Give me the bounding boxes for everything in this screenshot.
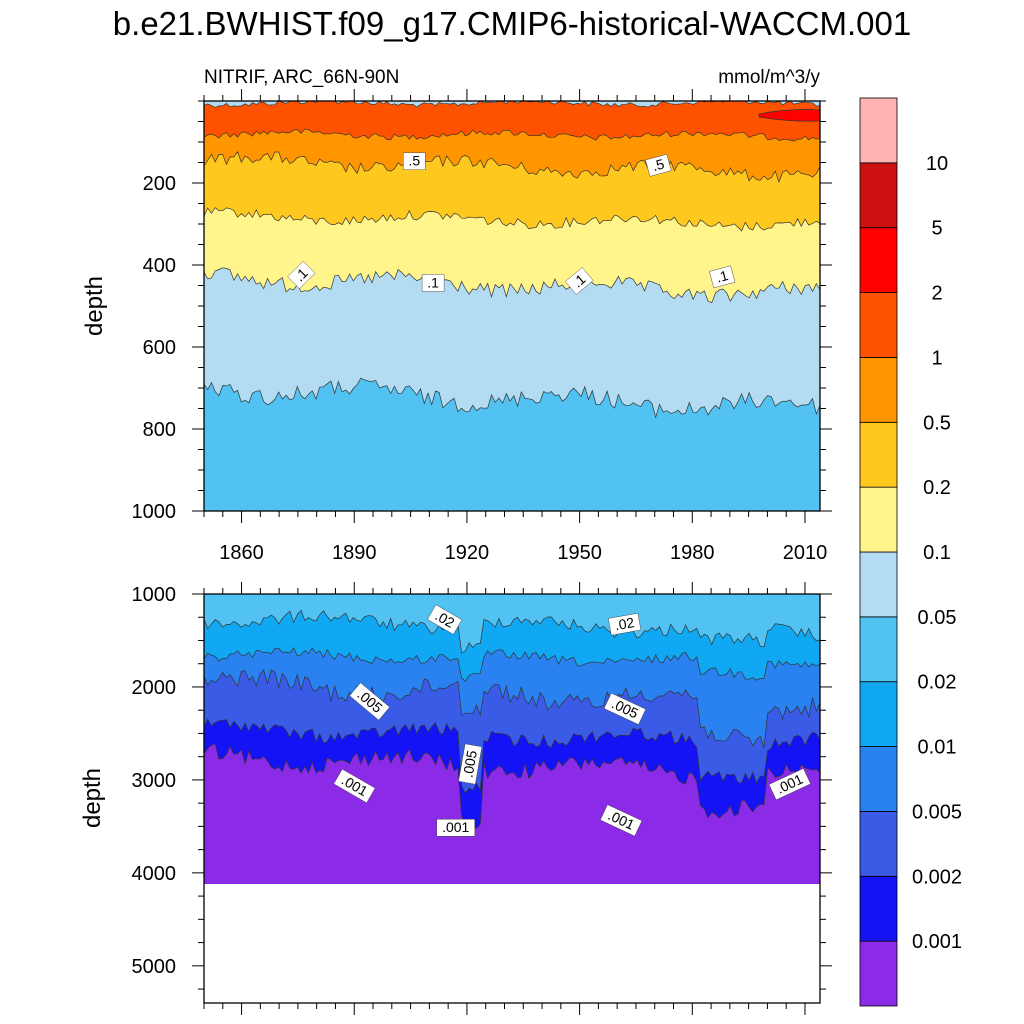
colorbar-label: 2 bbox=[931, 283, 942, 305]
colorbar-label: 0.02 bbox=[918, 672, 957, 694]
lower-y-tick-label: 1000 bbox=[132, 584, 177, 606]
upper-contour-line bbox=[204, 267, 820, 304]
upper-contour-line bbox=[204, 128, 820, 142]
upper-units-label: mmol/m^3/y bbox=[718, 67, 820, 88]
lower-y-tick-label: 5000 bbox=[132, 956, 177, 978]
colorbar-box bbox=[859, 875, 898, 942]
upper-contour-label: .5 bbox=[645, 154, 672, 177]
lower-contour-label: .02 bbox=[608, 613, 642, 636]
upper-contour-label-text: .5 bbox=[651, 156, 667, 175]
upper-contour-line bbox=[204, 207, 820, 232]
upper-contour-label: .1 bbox=[709, 265, 736, 289]
colorbar-box bbox=[859, 227, 898, 293]
upper-x-tick-label: 1950 bbox=[557, 542, 602, 564]
upper-contour-label: .1 bbox=[421, 274, 445, 292]
lower-contour-label: .005 bbox=[458, 743, 483, 785]
colorbar-label: 0.2 bbox=[923, 477, 951, 499]
colorbar-box bbox=[859, 746, 898, 812]
upper-y-tick-label: 1000 bbox=[132, 501, 177, 523]
upper-contour-label: .1 bbox=[287, 260, 316, 290]
colorbar-label: 5 bbox=[931, 218, 942, 240]
lower-ylabel: depth bbox=[79, 768, 106, 828]
lower-contour-label: .02 bbox=[427, 604, 463, 635]
upper-x-tick-label: 1920 bbox=[445, 542, 490, 564]
colorbar-box bbox=[859, 357, 898, 423]
colorbar-label: 0.01 bbox=[918, 737, 957, 759]
lower-contour-panel: .02.02.005.005.005.001.001.001.001100020… bbox=[132, 582, 832, 1015]
colorbar-box bbox=[859, 811, 898, 877]
upper-high-value-patch bbox=[758, 109, 820, 122]
lower-contour-label: .001 bbox=[436, 819, 475, 837]
lower-y-tick-label: 4000 bbox=[132, 863, 177, 885]
upper-ylabel: depth bbox=[81, 276, 108, 336]
lower-contour-label-text: .02 bbox=[614, 614, 636, 633]
colorbar-label: 0.5 bbox=[923, 412, 951, 434]
lower-contour-line bbox=[204, 609, 820, 654]
upper-contour-label: .1 bbox=[565, 267, 594, 295]
figure-title: b.e21.BWHIST.f09_g17.CMIP6-historical-WA… bbox=[113, 5, 911, 42]
colorbar-box bbox=[859, 292, 898, 358]
lower-y-tick-label: 3000 bbox=[132, 770, 177, 792]
upper-contour-label-text: .5 bbox=[408, 153, 420, 169]
colorbar-box bbox=[859, 97, 898, 164]
upper-x-tick-label: 1890 bbox=[332, 542, 377, 564]
colorbar-box bbox=[859, 162, 898, 229]
colorbar-box bbox=[859, 551, 898, 618]
upper-y-tick-label: 800 bbox=[143, 419, 176, 441]
lower-contour-line bbox=[204, 647, 820, 682]
upper-contour-line bbox=[204, 377, 820, 419]
colorbar-box bbox=[859, 616, 898, 683]
lower-contour-line bbox=[204, 743, 820, 832]
lower-contour-line bbox=[204, 718, 820, 794]
colorbar-label: 0.005 bbox=[912, 801, 962, 823]
lower-contour-label-text: .005 bbox=[459, 749, 480, 779]
colorbar-box bbox=[859, 940, 898, 1007]
upper-y-tick-label: 600 bbox=[143, 337, 176, 359]
colorbar-box bbox=[859, 681, 898, 747]
upper-contour-panel: .5 .5 .1 .1 .1 .1 1860 1890 1920 1950 1980 2010 200 4… bbox=[132, 89, 832, 564]
upper-contour-line bbox=[204, 101, 820, 108]
upper-y-tick-label: 400 bbox=[143, 255, 176, 277]
colorbar-label: 0.001 bbox=[912, 931, 962, 953]
upper-contour-line bbox=[204, 151, 820, 184]
upper-y-tick-label: 200 bbox=[143, 173, 176, 195]
upper-band bbox=[204, 378, 820, 511]
upper-contour-label-text: .1 bbox=[714, 267, 730, 286]
lower-contour-line bbox=[204, 669, 820, 749]
colorbar-box bbox=[859, 486, 898, 553]
upper-contour-label: .5 bbox=[403, 152, 426, 170]
upper-x-tick-label: 1860 bbox=[219, 542, 264, 564]
colorbar-box bbox=[859, 421, 898, 488]
colorbar-label: 10 bbox=[926, 153, 948, 175]
upper-x-tick-label: 1980 bbox=[670, 542, 715, 564]
colorbar: 0.001 0.002 0.005 0.01 0.02 0.05 0.1 0.2 0.5 1 2 5 1… bbox=[859, 97, 962, 1007]
colorbar-label: 0.05 bbox=[918, 607, 957, 629]
upper-left-label: NITRIF, ARC_66N-90N bbox=[204, 67, 399, 88]
lower-frame bbox=[203, 593, 821, 1004]
upper-x-tick-label: 2010 bbox=[783, 542, 828, 564]
upper-contour-label-text: .1 bbox=[427, 274, 439, 290]
colorbar-label: 1 bbox=[931, 347, 942, 369]
lower-y-tick-label: 2000 bbox=[132, 677, 177, 699]
colorbar-label: 0.1 bbox=[923, 542, 951, 564]
lower-contour-label-text: .001 bbox=[442, 819, 469, 835]
colorbar-label: 0.002 bbox=[912, 866, 962, 888]
